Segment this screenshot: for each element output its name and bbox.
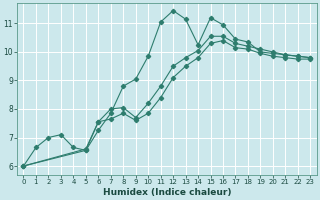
X-axis label: Humidex (Indice chaleur): Humidex (Indice chaleur) (103, 188, 231, 197)
